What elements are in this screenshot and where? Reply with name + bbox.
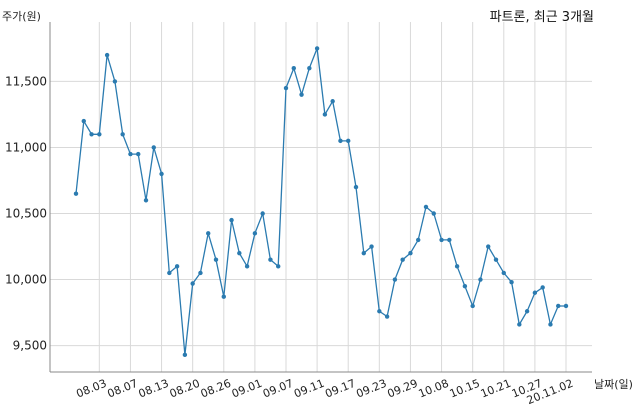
data-point bbox=[307, 66, 312, 71]
data-point bbox=[470, 303, 475, 309]
y-tick-label: 11,000 bbox=[5, 140, 47, 154]
data-point bbox=[423, 204, 429, 210]
y-tick-label: 10,000 bbox=[5, 273, 47, 287]
data-point bbox=[431, 211, 436, 216]
data-point bbox=[548, 322, 553, 327]
data-point bbox=[104, 52, 110, 58]
x-tick-label: 09.29 bbox=[385, 377, 419, 401]
data-point bbox=[338, 138, 343, 144]
data-point bbox=[532, 290, 538, 295]
x-tick-label: 09.01 bbox=[230, 377, 264, 401]
data-point bbox=[174, 264, 180, 269]
data-point bbox=[330, 99, 335, 104]
data-point bbox=[283, 85, 289, 91]
data-point bbox=[252, 231, 258, 236]
data-point bbox=[501, 270, 506, 276]
series-line bbox=[75, 48, 566, 355]
x-tick-label: 09.23 bbox=[354, 377, 388, 401]
data-point bbox=[439, 237, 444, 243]
data-point bbox=[392, 277, 398, 282]
x-ticks: 08.0308.0708.1308.2008.2609.0109.0709.11… bbox=[74, 377, 575, 407]
data-point bbox=[221, 294, 226, 299]
data-point bbox=[384, 314, 390, 319]
data-point bbox=[400, 257, 405, 262]
chart-title: 파트론, 최근 3개월 bbox=[489, 10, 594, 25]
y-axis-label: 주가(원) bbox=[2, 10, 41, 23]
data-point bbox=[89, 132, 94, 137]
x-tick-label: 08.07 bbox=[105, 377, 139, 401]
data-point bbox=[112, 79, 118, 84]
data-point bbox=[540, 285, 545, 290]
x-tick-label: 09.07 bbox=[261, 377, 295, 401]
data-point bbox=[353, 184, 359, 190]
data-point bbox=[167, 270, 172, 276]
data-point bbox=[143, 198, 149, 203]
data-point bbox=[377, 309, 382, 314]
data-point bbox=[182, 352, 188, 358]
data-point bbox=[299, 92, 304, 97]
x-tick-label: 09.11 bbox=[292, 377, 326, 401]
data-point bbox=[447, 237, 452, 243]
x-tick-label: 09.17 bbox=[323, 377, 357, 401]
data-point bbox=[198, 270, 203, 276]
x-tick-label: 08.20 bbox=[168, 377, 202, 401]
data-point bbox=[244, 264, 250, 269]
data-point bbox=[268, 257, 273, 262]
data-point bbox=[462, 283, 468, 289]
data-point bbox=[73, 191, 79, 196]
y-tick-label: 10,500 bbox=[5, 207, 47, 221]
x-tick-label: 10.15 bbox=[448, 377, 482, 401]
data-point bbox=[454, 264, 460, 269]
data-point bbox=[322, 112, 328, 117]
data-point bbox=[237, 250, 242, 256]
data-point bbox=[493, 257, 499, 262]
data-point bbox=[291, 66, 296, 71]
data-point bbox=[408, 250, 413, 256]
data-point bbox=[128, 151, 133, 157]
data-point bbox=[229, 217, 234, 223]
data-point bbox=[151, 145, 156, 150]
x-tick-label: 08.26 bbox=[199, 377, 233, 401]
data-point bbox=[190, 281, 195, 286]
price-series bbox=[73, 46, 569, 358]
data-point bbox=[314, 46, 320, 51]
data-point bbox=[346, 138, 351, 144]
data-point bbox=[556, 303, 561, 309]
data-point bbox=[517, 322, 522, 327]
grid bbox=[50, 22, 592, 372]
data-point bbox=[120, 132, 125, 137]
data-point bbox=[509, 279, 514, 285]
data-point bbox=[97, 132, 102, 137]
data-point bbox=[524, 309, 530, 314]
data-point bbox=[369, 244, 374, 249]
data-point bbox=[563, 303, 569, 309]
y-tick-label: 11,500 bbox=[5, 74, 47, 88]
data-point bbox=[159, 171, 164, 177]
x-tick-label: 08.03 bbox=[74, 377, 108, 401]
x-axis-label: 날짜(일) bbox=[594, 378, 633, 391]
y-tick-label: 9,500 bbox=[13, 339, 47, 353]
data-point bbox=[486, 244, 491, 249]
data-point bbox=[478, 277, 483, 282]
y-ticks: 9,500 10,000 10,500 11,000 11,500 bbox=[5, 74, 47, 352]
data-point bbox=[260, 211, 265, 216]
data-point bbox=[136, 151, 141, 157]
x-tick-label: 08.13 bbox=[137, 377, 171, 401]
data-point bbox=[361, 250, 366, 256]
x-tick-label: 10.08 bbox=[417, 377, 451, 401]
data-point bbox=[213, 257, 219, 262]
x-tick-label: 10.21 bbox=[479, 377, 513, 401]
data-point bbox=[81, 118, 86, 124]
axes bbox=[49, 22, 592, 373]
data-point bbox=[206, 231, 211, 236]
data-point bbox=[416, 237, 421, 243]
data-point bbox=[276, 264, 281, 269]
